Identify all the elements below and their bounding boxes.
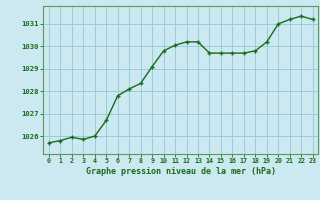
- X-axis label: Graphe pression niveau de la mer (hPa): Graphe pression niveau de la mer (hPa): [86, 167, 276, 176]
